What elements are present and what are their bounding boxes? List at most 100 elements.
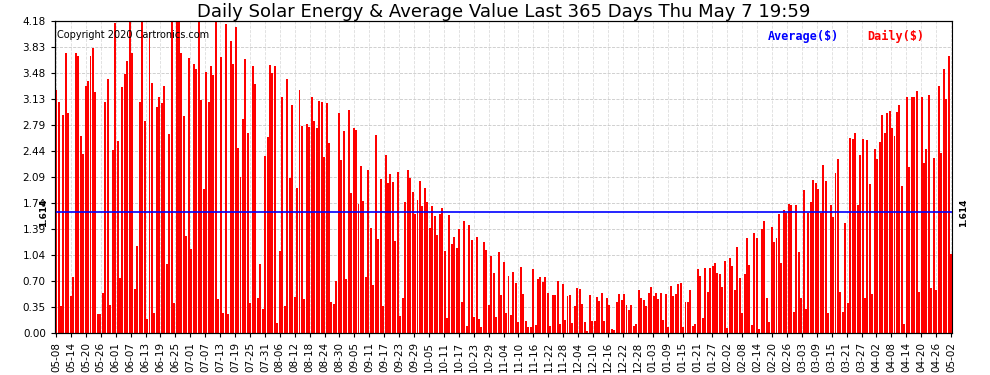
Bar: [168, 134, 170, 333]
Bar: [581, 304, 583, 333]
Bar: [530, 327, 532, 333]
Bar: [228, 314, 229, 333]
Bar: [190, 249, 192, 333]
Bar: [129, 21, 131, 333]
Bar: [643, 300, 644, 333]
Text: Copyright 2020 Cartronics.com: Copyright 2020 Cartronics.com: [56, 30, 209, 40]
Bar: [55, 90, 57, 333]
Bar: [542, 282, 544, 333]
Bar: [702, 318, 704, 333]
Bar: [119, 278, 121, 333]
Bar: [439, 214, 441, 333]
Bar: [352, 128, 354, 333]
Bar: [163, 86, 165, 333]
Bar: [549, 326, 551, 333]
Title: Daily Solar Energy & Average Value Last 365 Days Thu May 7 19:59: Daily Solar Energy & Average Value Last …: [197, 3, 810, 21]
Bar: [783, 210, 785, 333]
Bar: [92, 48, 94, 333]
Bar: [261, 309, 263, 333]
Bar: [729, 258, 731, 333]
Bar: [311, 97, 313, 333]
Bar: [753, 233, 755, 333]
Bar: [316, 129, 318, 333]
Bar: [193, 64, 195, 333]
Bar: [861, 139, 863, 333]
Bar: [284, 306, 286, 333]
Bar: [505, 313, 507, 333]
Bar: [778, 214, 780, 333]
Bar: [908, 167, 910, 333]
Bar: [628, 310, 630, 333]
Bar: [117, 141, 119, 333]
Bar: [650, 287, 652, 333]
Bar: [127, 61, 129, 333]
Bar: [343, 130, 345, 333]
Bar: [75, 54, 77, 333]
Bar: [608, 304, 610, 333]
Bar: [655, 293, 657, 333]
Bar: [375, 135, 377, 333]
Bar: [636, 324, 638, 333]
Bar: [859, 155, 861, 333]
Bar: [313, 122, 315, 333]
Bar: [921, 97, 923, 333]
Bar: [362, 201, 364, 333]
Bar: [518, 322, 520, 333]
Bar: [748, 265, 750, 333]
Bar: [891, 128, 893, 333]
Bar: [554, 295, 556, 333]
Bar: [916, 91, 918, 333]
Bar: [770, 227, 772, 333]
Bar: [500, 295, 502, 333]
Bar: [704, 268, 706, 333]
Bar: [72, 277, 74, 333]
Bar: [333, 304, 335, 333]
Bar: [923, 163, 925, 333]
Bar: [574, 306, 576, 333]
Bar: [460, 302, 462, 333]
Bar: [694, 324, 696, 333]
Bar: [372, 285, 374, 333]
Bar: [442, 208, 444, 333]
Bar: [684, 302, 686, 333]
Bar: [247, 133, 248, 333]
Bar: [62, 115, 64, 333]
Bar: [727, 328, 729, 333]
Bar: [303, 299, 305, 333]
Bar: [70, 296, 72, 333]
Bar: [134, 289, 136, 333]
Bar: [645, 306, 647, 333]
Bar: [256, 298, 258, 333]
Bar: [387, 183, 389, 333]
Bar: [734, 290, 736, 333]
Bar: [446, 318, 448, 333]
Bar: [950, 254, 952, 333]
Bar: [198, 21, 200, 333]
Bar: [889, 111, 891, 333]
Bar: [485, 250, 487, 333]
Bar: [901, 186, 903, 333]
Bar: [493, 273, 495, 333]
Bar: [210, 66, 212, 333]
Bar: [675, 294, 676, 333]
Bar: [827, 313, 829, 333]
Bar: [151, 83, 153, 333]
Bar: [453, 237, 455, 333]
Bar: [448, 215, 450, 333]
Bar: [793, 312, 795, 333]
Bar: [942, 69, 944, 333]
Bar: [513, 272, 515, 333]
Text: Average($): Average($): [768, 30, 840, 43]
Bar: [559, 324, 561, 333]
Bar: [737, 247, 739, 333]
Bar: [687, 302, 689, 333]
Bar: [65, 53, 67, 333]
Bar: [739, 278, 741, 333]
Bar: [336, 280, 338, 333]
Bar: [99, 314, 101, 333]
Bar: [844, 223, 846, 333]
Bar: [842, 312, 843, 333]
Bar: [846, 303, 848, 333]
Bar: [601, 293, 603, 333]
Bar: [384, 155, 386, 333]
